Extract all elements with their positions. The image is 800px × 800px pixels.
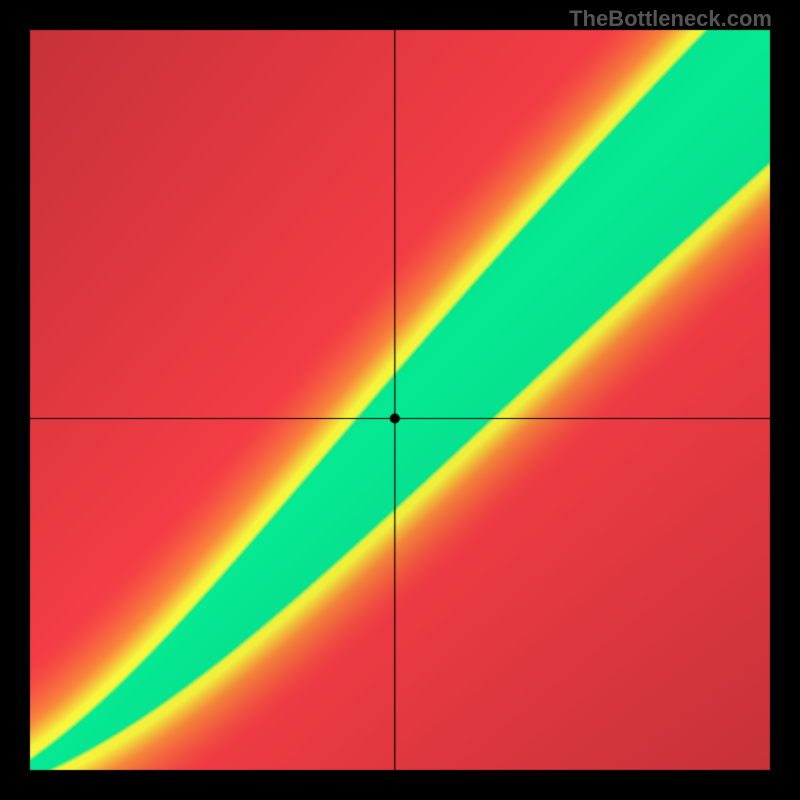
- bottleneck-heatmap: [0, 0, 800, 800]
- watermark-text: TheBottleneck.com: [569, 6, 772, 32]
- chart-container: TheBottleneck.com: [0, 0, 800, 800]
